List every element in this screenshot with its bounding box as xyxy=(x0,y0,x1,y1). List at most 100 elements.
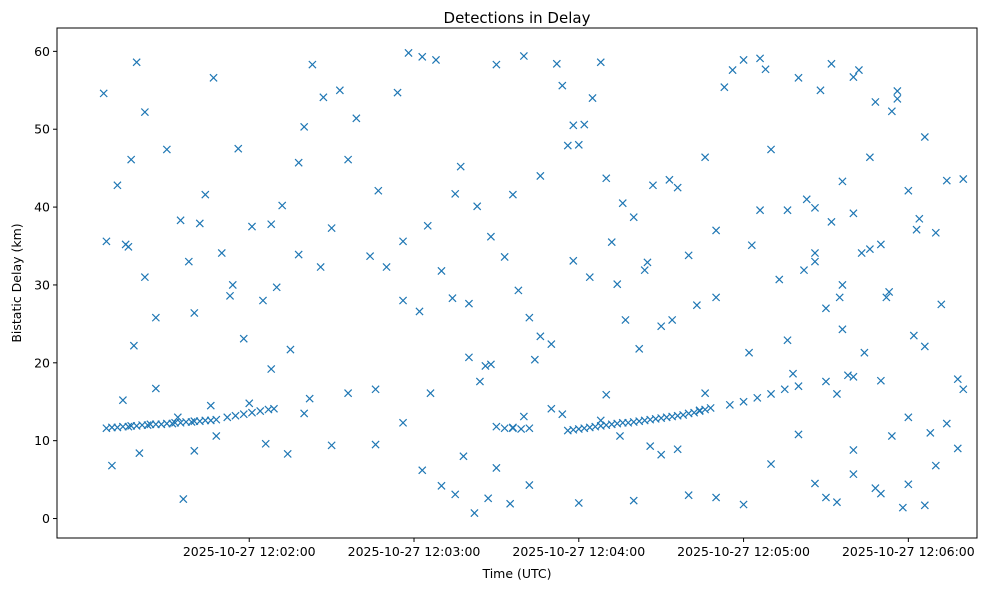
data-point xyxy=(484,494,493,503)
data-point xyxy=(217,248,226,258)
data-point xyxy=(871,97,880,106)
data-point xyxy=(261,439,270,448)
data-point xyxy=(767,145,776,154)
data-point xyxy=(258,296,267,305)
data-point xyxy=(294,158,303,167)
data-point xyxy=(470,509,479,518)
data-point xyxy=(132,58,141,67)
data-point xyxy=(399,418,408,427)
data-point xyxy=(382,263,391,272)
data-point xyxy=(212,431,221,441)
data-point xyxy=(885,287,894,296)
data-point xyxy=(352,114,361,123)
data-point xyxy=(920,132,929,142)
data-point xyxy=(256,407,265,416)
data-point xyxy=(173,413,182,422)
data-point xyxy=(418,52,427,61)
data-point xyxy=(728,66,737,75)
data-point xyxy=(602,390,611,399)
data-point xyxy=(569,121,578,130)
y-tick-label: 60 xyxy=(34,44,50,59)
data-point xyxy=(816,86,825,95)
data-point xyxy=(920,501,929,510)
data-point xyxy=(300,409,309,418)
data-point xyxy=(162,145,171,154)
y-tick-label: 10 xyxy=(34,433,50,448)
data-point xyxy=(225,291,235,300)
data-point xyxy=(486,360,495,369)
y-tick-label: 40 xyxy=(34,200,50,215)
data-point xyxy=(399,296,408,305)
data-point xyxy=(904,413,913,422)
data-point xyxy=(393,88,402,97)
data-point xyxy=(860,348,869,357)
data-point xyxy=(459,452,468,461)
data-point xyxy=(300,122,309,131)
data-point xyxy=(519,52,528,61)
data-point xyxy=(327,224,336,233)
data-point xyxy=(437,266,446,275)
data-point xyxy=(305,394,314,403)
data-point xyxy=(234,144,243,153)
data-point xyxy=(212,415,221,424)
data-point xyxy=(753,393,762,402)
data-point xyxy=(431,55,441,64)
data-point xyxy=(547,404,556,413)
data-point xyxy=(195,219,204,228)
data-point xyxy=(909,331,918,340)
data-point xyxy=(849,445,858,455)
data-point xyxy=(959,175,968,184)
y-tick-label: 50 xyxy=(34,122,50,137)
y-tick-label: 20 xyxy=(34,355,50,370)
data-point xyxy=(794,430,803,439)
y-tick-label: 30 xyxy=(34,277,50,292)
data-point xyxy=(882,293,891,302)
data-point xyxy=(898,503,907,512)
data-point xyxy=(508,424,517,433)
data-point xyxy=(942,176,951,185)
data-point xyxy=(767,389,776,398)
data-point xyxy=(269,404,278,413)
data-point xyxy=(827,59,836,68)
data-point xyxy=(821,304,830,313)
data-point xyxy=(788,369,798,378)
data-point xyxy=(371,440,380,449)
data-point xyxy=(464,299,473,308)
data-point xyxy=(926,428,935,437)
data-point xyxy=(854,66,863,75)
data-point xyxy=(135,449,144,458)
data-point xyxy=(596,416,605,425)
data-point xyxy=(821,377,830,386)
data-point xyxy=(761,65,770,74)
data-point xyxy=(283,449,292,458)
data-point xyxy=(558,410,567,419)
data-point xyxy=(272,283,281,292)
x-tick-label: 2025-10-27 12:06:00 xyxy=(842,544,975,559)
data-point xyxy=(344,389,353,398)
data-point xyxy=(228,280,237,289)
data-point xyxy=(525,481,534,490)
data-point xyxy=(492,422,501,431)
data-point xyxy=(618,199,627,208)
data-point xyxy=(143,421,152,430)
data-point xyxy=(646,442,655,451)
data-point xyxy=(190,308,199,318)
data-point xyxy=(508,190,517,199)
data-point xyxy=(176,216,185,225)
data-point xyxy=(876,376,885,385)
data-point xyxy=(810,479,819,488)
data-point xyxy=(247,222,257,231)
data-point xyxy=(775,275,784,284)
data-point xyxy=(563,141,572,150)
data-point xyxy=(712,226,721,235)
data-point xyxy=(876,240,885,249)
data-point xyxy=(475,377,484,386)
y-tick-label: 0 xyxy=(42,511,50,526)
data-point xyxy=(415,307,424,316)
data-point xyxy=(692,301,701,310)
data-point xyxy=(643,258,652,267)
x-tick-label: 2025-10-27 12:02:00 xyxy=(183,544,316,559)
data-point xyxy=(920,342,929,351)
data-point xyxy=(953,444,962,453)
data-point xyxy=(267,365,276,374)
